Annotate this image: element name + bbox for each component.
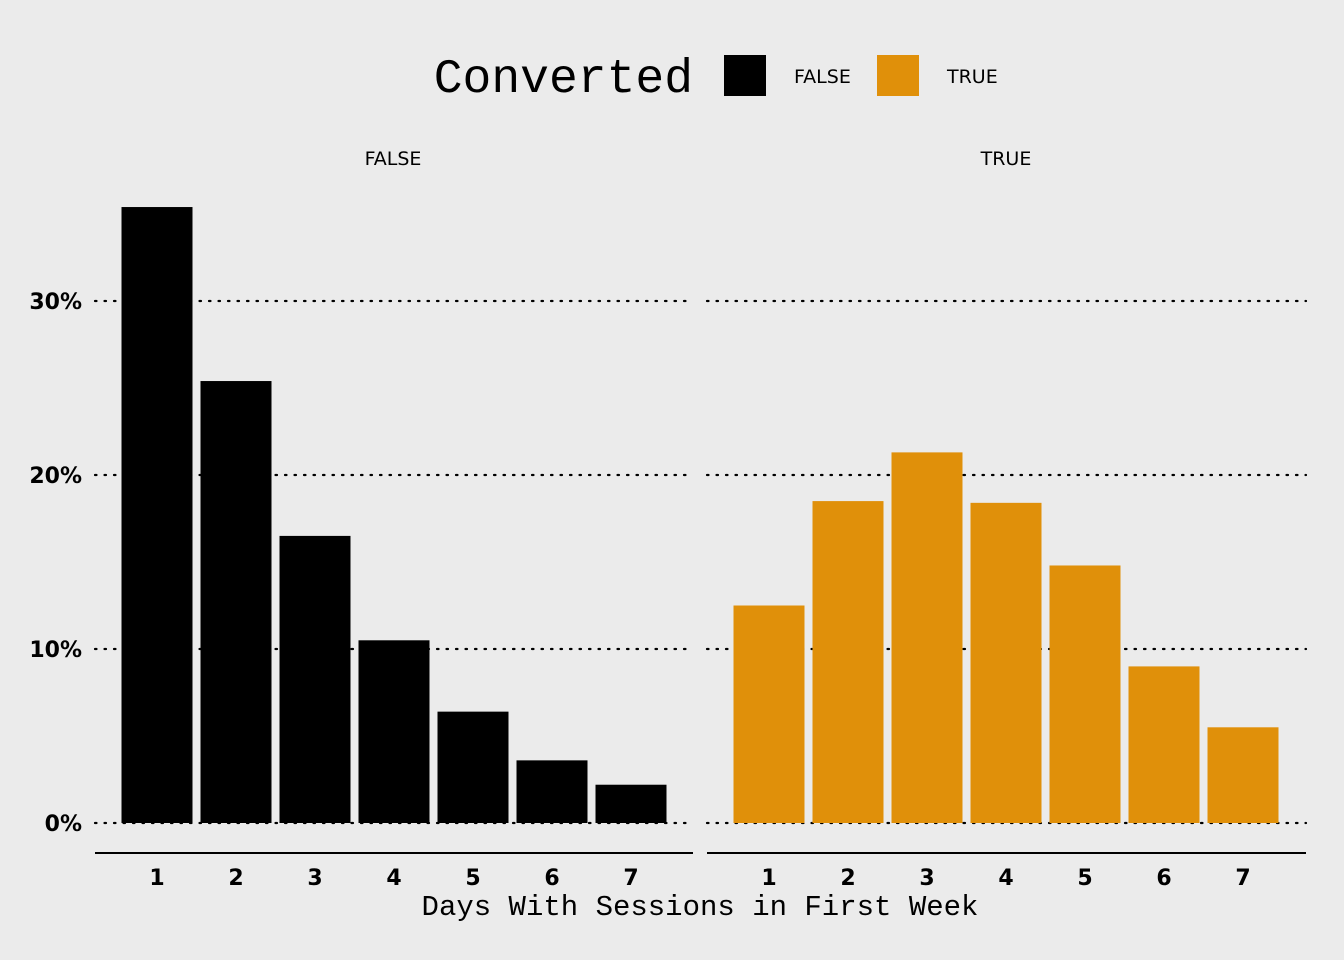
bar bbox=[437, 711, 509, 823]
x-tick-label: 6 bbox=[1156, 866, 1171, 891]
legend-title: Converted bbox=[434, 53, 693, 107]
x-tick-label: 3 bbox=[919, 866, 934, 891]
y-tick-label: 10% bbox=[29, 638, 82, 663]
bar bbox=[200, 381, 272, 823]
bar bbox=[121, 207, 193, 824]
bar bbox=[1049, 565, 1121, 823]
x-tick-label: 2 bbox=[840, 866, 855, 891]
x-tick-label: 5 bbox=[1077, 866, 1092, 891]
facet-strip-false: FALSE bbox=[365, 148, 422, 170]
bar bbox=[358, 640, 430, 823]
legend: Converted FALSE TRUE bbox=[434, 53, 998, 107]
x-tick-label: 1 bbox=[761, 866, 776, 891]
legend-label-false: FALSE bbox=[794, 66, 851, 88]
x-tick-label: 6 bbox=[544, 866, 559, 891]
bar bbox=[516, 760, 588, 823]
x-tick-label: 4 bbox=[386, 866, 401, 891]
x-tick-label: 7 bbox=[623, 866, 638, 891]
bar bbox=[891, 452, 963, 823]
legend-swatch-false bbox=[724, 55, 766, 96]
x-tick-label: 4 bbox=[998, 866, 1013, 891]
bar bbox=[812, 501, 884, 823]
bar bbox=[1207, 727, 1279, 823]
y-tick-label: 20% bbox=[29, 464, 82, 489]
x-tick-label: 2 bbox=[228, 866, 243, 891]
bar bbox=[279, 535, 351, 823]
x-tick-label: 5 bbox=[465, 866, 480, 891]
x-axis: 1 2 3 4 5 6 7 1 2 3 4 5 6 7 bbox=[95, 852, 1306, 891]
y-tick-label: 30% bbox=[29, 290, 82, 315]
x-tick-label: 1 bbox=[149, 866, 164, 891]
x-tick-label: 3 bbox=[307, 866, 322, 891]
bars bbox=[121, 207, 1279, 824]
gridlines bbox=[93, 299, 1308, 825]
bar bbox=[733, 605, 805, 823]
legend-label-true: TRUE bbox=[946, 66, 998, 88]
bar bbox=[1128, 666, 1200, 823]
x-tick-label: 7 bbox=[1235, 866, 1250, 891]
y-axis: 0% 10% 20% 30% bbox=[29, 290, 82, 837]
legend-swatch-true bbox=[877, 55, 919, 96]
facet-strip-true: TRUE bbox=[980, 148, 1032, 170]
x-axis-label: Days With Sessions in First Week bbox=[422, 891, 979, 924]
bar bbox=[970, 502, 1042, 823]
y-tick-label: 0% bbox=[45, 812, 82, 837]
bar bbox=[595, 784, 667, 823]
